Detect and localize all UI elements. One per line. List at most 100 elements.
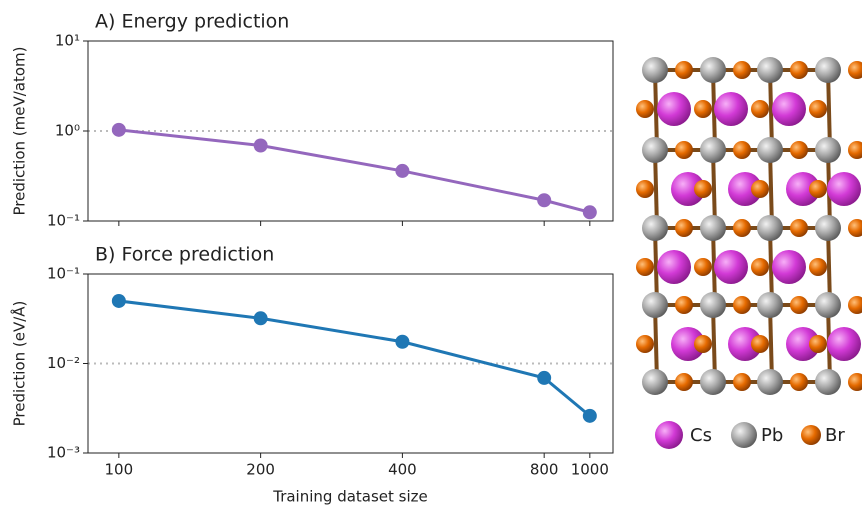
pb-atom bbox=[700, 369, 726, 395]
cs-atom bbox=[772, 92, 806, 126]
br-atom bbox=[694, 258, 712, 276]
br-atom bbox=[751, 100, 769, 118]
br-atom bbox=[675, 141, 693, 159]
br-atom bbox=[636, 180, 654, 198]
br-atom bbox=[848, 141, 862, 159]
data-point bbox=[537, 193, 551, 207]
br-atom bbox=[675, 296, 693, 314]
pb-atom bbox=[642, 137, 668, 163]
br-atom bbox=[848, 61, 862, 79]
pb-atom bbox=[700, 215, 726, 241]
y-tick-label: 10⁻¹ bbox=[47, 212, 80, 230]
pb-atom bbox=[757, 137, 783, 163]
br-atom bbox=[790, 219, 808, 237]
x-tick-label: 1000 bbox=[571, 461, 609, 479]
legend-label: Cs bbox=[690, 425, 712, 446]
x-axis-label: Training dataset size bbox=[272, 488, 428, 506]
legend-label: Br bbox=[825, 425, 845, 446]
cs-atom bbox=[772, 250, 806, 284]
br-atom bbox=[636, 100, 654, 118]
br-atom bbox=[790, 296, 808, 314]
legend-swatch bbox=[655, 421, 683, 449]
cs-atom bbox=[714, 92, 748, 126]
br-atom bbox=[790, 141, 808, 159]
br-atom bbox=[809, 258, 827, 276]
pb-atom bbox=[757, 57, 783, 83]
pb-atom bbox=[815, 292, 841, 318]
cs-atom bbox=[714, 250, 748, 284]
br-atom bbox=[733, 219, 751, 237]
chart-title: B) Force prediction bbox=[95, 244, 274, 266]
br-atom bbox=[733, 61, 751, 79]
data-point bbox=[537, 371, 551, 385]
br-atom bbox=[694, 180, 712, 198]
br-atom bbox=[636, 335, 654, 353]
br-atom bbox=[790, 61, 808, 79]
x-tick-label: 100 bbox=[105, 461, 134, 479]
br-atom bbox=[809, 335, 827, 353]
br-atom bbox=[848, 373, 862, 391]
pb-atom bbox=[757, 369, 783, 395]
legend-swatch bbox=[731, 422, 757, 448]
br-atom bbox=[694, 335, 712, 353]
br-atom bbox=[733, 141, 751, 159]
data-point bbox=[583, 205, 597, 219]
data-point bbox=[583, 409, 597, 423]
cs-atom bbox=[657, 250, 691, 284]
cs-atom bbox=[827, 327, 861, 361]
data-point bbox=[395, 164, 409, 178]
br-atom bbox=[809, 100, 827, 118]
cs-atom bbox=[827, 172, 861, 206]
br-atom bbox=[733, 296, 751, 314]
data-point bbox=[254, 139, 268, 153]
pb-atom bbox=[642, 292, 668, 318]
x-tick-label: 800 bbox=[530, 461, 559, 479]
br-atom bbox=[751, 180, 769, 198]
x-tick-label: 400 bbox=[388, 461, 417, 479]
br-atom bbox=[694, 100, 712, 118]
data-point bbox=[112, 294, 126, 308]
pb-atom bbox=[642, 57, 668, 83]
y-axis-label: Prediction (eV/Å) bbox=[10, 301, 29, 427]
br-atom bbox=[790, 373, 808, 391]
br-atom bbox=[733, 373, 751, 391]
pb-atom bbox=[815, 369, 841, 395]
br-atom bbox=[848, 296, 862, 314]
pb-atom bbox=[757, 215, 783, 241]
data-point bbox=[112, 123, 126, 137]
pb-atom bbox=[700, 137, 726, 163]
y-tick-label: 10⁻³ bbox=[47, 444, 80, 462]
pb-atom bbox=[642, 215, 668, 241]
pb-atom bbox=[700, 292, 726, 318]
chart-title: A) Energy prediction bbox=[95, 11, 289, 33]
br-atom bbox=[751, 258, 769, 276]
data-point bbox=[395, 335, 409, 349]
figure: Cs Pb Br A) Energy prediction Prediction … bbox=[0, 0, 862, 511]
br-atom bbox=[675, 373, 693, 391]
br-atom bbox=[675, 61, 693, 79]
legend-swatch bbox=[801, 425, 821, 445]
br-atom bbox=[848, 219, 862, 237]
series-line bbox=[119, 301, 590, 416]
y-tick-label: 10⁻¹ bbox=[47, 265, 80, 283]
pb-atom bbox=[642, 369, 668, 395]
y-tick-label: 10¹ bbox=[55, 32, 80, 50]
pb-atom bbox=[815, 137, 841, 163]
cs-atom bbox=[657, 92, 691, 126]
data-point bbox=[254, 311, 268, 325]
legend-label: Pb bbox=[761, 425, 783, 446]
br-atom bbox=[751, 335, 769, 353]
series-line bbox=[119, 130, 590, 212]
y-tick-label: 10⁻² bbox=[47, 354, 80, 372]
br-atom bbox=[675, 219, 693, 237]
y-axis-label: Prediction (meV/atom) bbox=[11, 46, 29, 215]
crystal-structure bbox=[636, 57, 862, 395]
br-atom bbox=[636, 258, 654, 276]
pb-atom bbox=[815, 215, 841, 241]
y-tick-label: 10⁰ bbox=[55, 122, 80, 140]
pb-atom bbox=[700, 57, 726, 83]
pb-atom bbox=[757, 292, 783, 318]
pb-atom bbox=[815, 57, 841, 83]
br-atom bbox=[809, 180, 827, 198]
x-tick-label: 200 bbox=[246, 461, 275, 479]
